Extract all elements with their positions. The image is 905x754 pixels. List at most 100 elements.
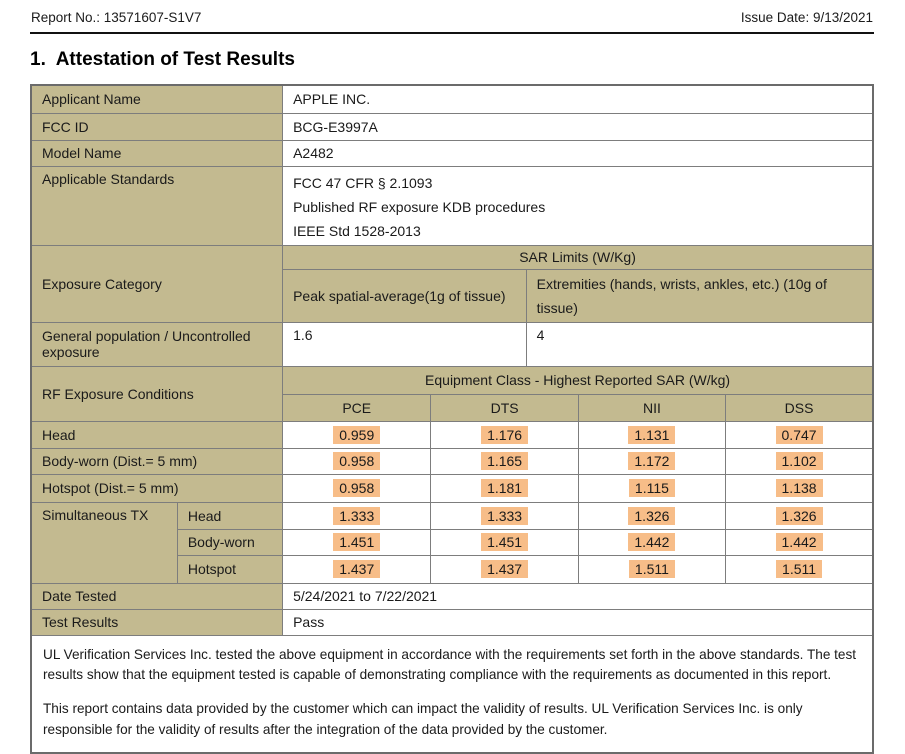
highlighted-value: 1.333 [333, 506, 381, 525]
standard-line: IEEE Std 1528-2013 [293, 222, 421, 239]
sar-limits-col-peak: Peak spatial-average(1g of tissue) [282, 268, 527, 323]
page-title: 1. Attestation of Test Results [30, 49, 295, 70]
table-row: Date Tested 5/24/2021 to 7/22/2021 [30, 582, 874, 610]
sar-value: 1.326 [577, 501, 727, 530]
sar-value: 1.511 [577, 554, 727, 584]
model-name-label: Model Name [30, 139, 284, 167]
sar-value: 1.442 [725, 528, 874, 556]
highlighted-value: 1.442 [628, 533, 676, 551]
sar-value: 0.958 [282, 473, 432, 503]
fcc-id-label: FCC ID [30, 112, 284, 141]
sar-limits-col-extremities: Extremities (hands, wrists, ankles, etc.… [525, 268, 874, 323]
table-row: Applicable Standards FCC 47 CFR § 2.1093… [30, 165, 874, 246]
table-row: Body-worn 1.451 1.451 1.442 1.442 [31, 528, 874, 556]
sar-value: 0.958 [282, 447, 432, 475]
applicable-standards-value: FCC 47 CFR § 2.1093 Published RF exposur… [282, 165, 874, 246]
column-header-nii: NII [577, 393, 727, 422]
simultaneous-body-worn-label: Body-worn [176, 528, 284, 556]
model-name-value: A2482 [282, 139, 874, 167]
table-row: FCC ID BCG-E3997A [30, 112, 874, 141]
highlighted-value: 1.131 [628, 425, 676, 444]
sar-value: 1.511 [725, 554, 874, 584]
table-row: UL Verification Services Inc. tested the… [30, 634, 874, 754]
highlighted-value: 1.326 [775, 506, 823, 525]
sar-value: 0.747 [725, 420, 874, 449]
sar-value: 1.451 [282, 528, 432, 556]
sar-value: 1.165 [430, 447, 579, 475]
applicant-name-label: Applicant Name [30, 84, 284, 114]
fcc-id-value: BCG-E3997A [282, 112, 874, 141]
sar-value: 1.437 [282, 554, 432, 584]
simultaneous-head-label: Head [176, 501, 284, 530]
head-row-label: Head [30, 420, 284, 449]
date-tested-value: 5/24/2021 to 7/22/2021 [282, 582, 874, 610]
column-header-dts: DTS [430, 393, 579, 422]
sar-value: 1.115 [577, 473, 727, 503]
simultaneous-hotspot-label: Hotspot [176, 554, 284, 584]
highlighted-value: 0.958 [333, 452, 381, 470]
attestation-table: Applicant Name APPLE INC. FCC ID BCG-E39… [30, 84, 874, 754]
report-number: Report No.: 13571607-S1V7 [31, 10, 202, 25]
highlighted-value: 1.181 [481, 479, 529, 497]
applicant-name-value: APPLE INC. [282, 84, 874, 114]
sar-value: 1.138 [725, 473, 874, 503]
simultaneous-tx-label: Simultaneous TX [30, 501, 178, 584]
table-row: Hotspot 1.437 1.437 1.511 1.511 [31, 554, 874, 584]
highlighted-value: 1.437 [481, 560, 529, 578]
highlighted-value: 1.326 [628, 506, 676, 525]
body-worn-row-label: Body-worn (Dist.= 5 mm) [30, 447, 284, 475]
highlighted-value: 1.333 [481, 506, 529, 525]
sar-value: 1.181 [430, 473, 579, 503]
highlighted-value: 1.165 [481, 452, 529, 470]
statement-paragraph: UL Verification Services Inc. tested the… [43, 646, 857, 682]
exposure-category-label: Exposure Category [30, 244, 284, 323]
issue-date: Issue Date: 9/13/2021 [740, 10, 873, 25]
column-header-pce: PCE [282, 393, 432, 422]
highlighted-value: 0.747 [775, 425, 823, 444]
highlighted-value: 1.511 [628, 560, 675, 578]
highlighted-value: 1.172 [628, 452, 676, 470]
sar-value: 1.451 [430, 528, 579, 556]
attestation-statement: UL Verification Services Inc. tested the… [30, 634, 874, 754]
sar-value: 1.326 [725, 501, 874, 530]
statement-paragraph: This report contains data provided by th… [43, 701, 803, 737]
table-row: Simultaneous TX Head 1.333 1.333 1.326 1… [30, 501, 874, 584]
table-row: PCE DTS NII DSS [31, 393, 874, 422]
highlighted-value: 1.102 [775, 452, 823, 470]
table-row: Exposure Category SAR Limits (W/Kg) [30, 244, 874, 323]
sar-value: 1.172 [577, 447, 727, 475]
hotspot-row-label: Hotspot (Dist.= 5 mm) [30, 473, 284, 503]
date-tested-label: Date Tested [30, 582, 284, 610]
table-row: Body-worn (Dist.= 5 mm) 0.958 1.165 1.17… [30, 447, 874, 475]
table-row: Peak spatial-average(1g of tissue) Extre… [31, 268, 874, 323]
rf-exposure-conditions-label: RF Exposure Conditions [30, 365, 284, 422]
sar-value: 1.437 [430, 554, 579, 584]
sar-limits-header: SAR Limits (W/Kg) [282, 244, 874, 270]
highlighted-value: 0.958 [333, 479, 381, 497]
sar-value: 1.131 [577, 420, 727, 449]
highlighted-value: 1.451 [333, 533, 381, 551]
table-row: Applicant Name APPLE INC. [30, 84, 874, 114]
general-population-label: General population / Uncontrolled exposu… [30, 321, 284, 367]
standard-line: Published RF exposure KDB procedures [293, 198, 546, 215]
extremities-limit-value: 4 [525, 321, 874, 367]
highlighted-value: 1.442 [775, 533, 823, 551]
highlighted-value: 0.959 [333, 425, 381, 444]
standard-line: FCC 47 CFR § 2.1093 [293, 174, 433, 191]
table-row: Test Results Pass [30, 608, 874, 636]
sar-value: 1.102 [725, 447, 874, 475]
sar-value: 0.959 [282, 420, 432, 449]
sar-value: 1.333 [282, 501, 432, 530]
table-row: General population / Uncontrolled exposu… [30, 321, 874, 367]
test-results-label: Test Results [30, 608, 284, 636]
highlighted-value: 1.176 [481, 425, 529, 444]
table-row: Hotspot (Dist.= 5 mm) 0.958 1.181 1.115 … [30, 473, 874, 503]
table-row: Model Name A2482 [30, 139, 874, 167]
peak-limit-value: 1.6 [282, 321, 527, 367]
sar-value: 1.442 [577, 528, 727, 556]
highlighted-value: 1.437 [333, 560, 381, 578]
sar-value: 1.176 [430, 420, 579, 449]
highlighted-value: 1.138 [775, 479, 823, 497]
test-results-value: Pass [282, 608, 874, 636]
